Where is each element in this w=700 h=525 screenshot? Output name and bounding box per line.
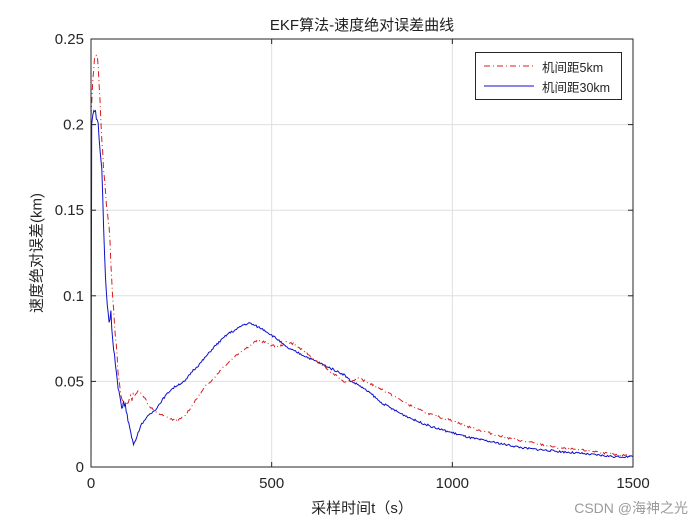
data-series bbox=[90, 54, 634, 468]
y-tick-label: 0.25 bbox=[55, 31, 84, 48]
series-line-30km bbox=[90, 109, 634, 468]
chart-title: EKF算法-速度绝对误差曲线 bbox=[269, 17, 455, 34]
x-tick-label: 500 bbox=[259, 475, 284, 492]
legend-label-30km: 机间距30km bbox=[542, 80, 611, 95]
legend-item-30km: 机间距30km bbox=[482, 77, 610, 95]
legend: 机间距5km 机间距30km bbox=[475, 52, 622, 100]
x-axis-label: 采样时间t（s） bbox=[311, 500, 413, 517]
legend-label-5km: 机间距5km bbox=[542, 60, 604, 75]
y-tick-label: 0 bbox=[76, 459, 84, 476]
axes-box bbox=[90, 38, 634, 468]
dash-dot-line-icon bbox=[484, 65, 534, 67]
grid-lines bbox=[91, 39, 633, 467]
y-tick-label: 0.05 bbox=[55, 373, 84, 390]
x-tick-label: 0 bbox=[87, 475, 95, 492]
legend-item-5km: 机间距5km bbox=[482, 57, 603, 75]
series-line-5km bbox=[90, 54, 634, 457]
y-axis-label: 速度绝对误差(km) bbox=[28, 193, 46, 313]
y-tick-label: 0.2 bbox=[63, 117, 84, 134]
y-tick-label: 0.1 bbox=[63, 288, 84, 305]
watermark: CSDN @海神之光 bbox=[574, 500, 688, 516]
x-tick-label: 1000 bbox=[436, 475, 469, 492]
x-tick-label: 1500 bbox=[616, 475, 649, 492]
axis-ticks bbox=[90, 38, 634, 468]
solid-line-icon bbox=[484, 85, 534, 87]
tick-labels: 0 500 1000 1500 0 0.05 0.1 0.15 0.2 0.25 bbox=[55, 31, 650, 492]
y-tick-label: 0.15 bbox=[55, 202, 84, 219]
